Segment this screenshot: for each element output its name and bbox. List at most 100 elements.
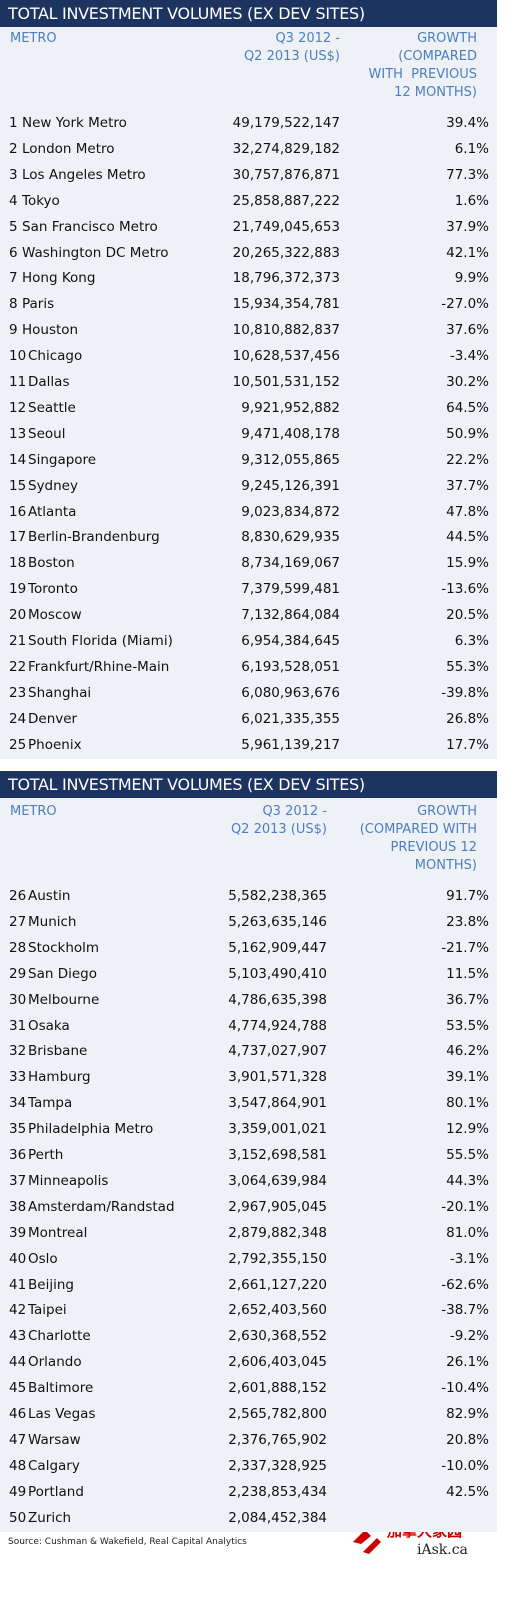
rank: 3 bbox=[9, 166, 18, 183]
volume: 2,238,853,434 bbox=[228, 1483, 327, 1500]
volume: 9,312,055,865 bbox=[241, 451, 340, 468]
rank: 16 bbox=[9, 503, 27, 520]
column-header: Q3 2012 - Q2 2013 (US$) bbox=[244, 30, 340, 66]
growth: 6.1% bbox=[454, 140, 489, 157]
rank: 1 bbox=[9, 115, 18, 131]
volume: 2,606,403,045 bbox=[228, 1354, 327, 1371]
volume: 10,628,537,456 bbox=[232, 348, 340, 365]
volume: 10,810,882,837 bbox=[232, 322, 340, 339]
growth: -10.4% bbox=[441, 1380, 489, 1397]
header-line: Q2 2013 (US$) bbox=[230, 822, 327, 837]
growth: 42.1% bbox=[446, 244, 489, 261]
growth: -3.4% bbox=[449, 348, 489, 365]
column-header: METRO bbox=[10, 30, 57, 48]
header-line: WITH PREVIOUS bbox=[368, 67, 477, 82]
volume: 3,152,698,581 bbox=[228, 1147, 327, 1163]
growth: 26.8% bbox=[446, 710, 489, 727]
header-line: Q2 2013 (US$) bbox=[243, 49, 340, 64]
volume: 2,376,765,902 bbox=[228, 1431, 327, 1448]
volume: 3,901,571,328 bbox=[228, 1069, 327, 1086]
rank: 6 bbox=[9, 244, 18, 261]
metro: Beijing bbox=[28, 1276, 74, 1293]
metro: Zurich bbox=[28, 1509, 72, 1526]
volume: 15,934,354,781 bbox=[232, 296, 340, 313]
rank: 2 bbox=[9, 140, 18, 157]
volume: 49,179,522,147 bbox=[232, 115, 340, 131]
rank: 17 bbox=[9, 529, 27, 546]
metro: Baltimore bbox=[28, 1380, 94, 1397]
volume: 2,652,403,560 bbox=[228, 1302, 327, 1319]
rank: 40 bbox=[9, 1250, 27, 1267]
rank: 46 bbox=[9, 1406, 27, 1422]
metro: Seattle bbox=[28, 399, 76, 416]
rank: 8 bbox=[9, 296, 18, 313]
header-line: METRO bbox=[10, 804, 57, 819]
rank: 45 bbox=[9, 1380, 27, 1397]
growth: -27.0% bbox=[441, 296, 489, 313]
volume: 2,601,888,152 bbox=[228, 1380, 327, 1397]
header-line: MONTHS) bbox=[414, 858, 477, 873]
growth: 80.1% bbox=[446, 1095, 489, 1112]
column-header: GROWTH (COMPARED WITH PREVIOUS 12 MONTHS) bbox=[360, 803, 477, 875]
metro: Boston bbox=[28, 555, 75, 572]
growth: 55.3% bbox=[446, 658, 489, 675]
rank: 19 bbox=[9, 581, 27, 598]
metro: Las Vegas bbox=[28, 1406, 96, 1422]
rank: 9 bbox=[9, 322, 18, 339]
metro: Hamburg bbox=[28, 1069, 91, 1086]
rank: 37 bbox=[9, 1172, 27, 1189]
volume: 9,921,952,882 bbox=[241, 399, 340, 416]
volume: 21,749,045,653 bbox=[232, 218, 340, 235]
metro: Paris bbox=[22, 296, 55, 313]
growth: 39.4% bbox=[446, 115, 489, 131]
rank: 50 bbox=[9, 1509, 27, 1526]
growth: 44.3% bbox=[446, 1172, 489, 1189]
rank: 18 bbox=[9, 555, 27, 572]
rank: 43 bbox=[9, 1328, 27, 1345]
rank: 28 bbox=[9, 939, 27, 956]
rank: 38 bbox=[9, 1198, 27, 1215]
metro: Portland bbox=[28, 1483, 84, 1500]
rank: 10 bbox=[9, 348, 27, 365]
metro: Orlando bbox=[28, 1354, 82, 1371]
rank: 34 bbox=[9, 1095, 27, 1112]
rank: 5 bbox=[9, 218, 18, 235]
volume: 4,786,635,398 bbox=[228, 991, 327, 1008]
growth: -21.7% bbox=[441, 939, 489, 956]
metro: Sydney bbox=[28, 477, 78, 494]
volume: 3,359,001,021 bbox=[228, 1121, 327, 1138]
volume: 3,547,864,901 bbox=[228, 1095, 327, 1112]
metro: Amsterdam/Randstad bbox=[28, 1198, 175, 1215]
growth: -9.2% bbox=[449, 1328, 489, 1345]
metro: London Metro bbox=[22, 140, 115, 157]
growth: -62.6% bbox=[441, 1276, 489, 1293]
metro: San Francisco Metro bbox=[22, 218, 158, 235]
growth: -20.1% bbox=[441, 1198, 489, 1215]
growth: 91.7% bbox=[446, 888, 489, 904]
volume: 3,064,639,984 bbox=[228, 1172, 327, 1189]
growth: 23.8% bbox=[446, 913, 489, 930]
volume: 32,274,829,182 bbox=[232, 140, 340, 157]
rank: 42 bbox=[9, 1302, 27, 1319]
metro: Munich bbox=[28, 913, 77, 930]
source: Source: Cushman & Wakefield, Real Capita… bbox=[8, 1537, 247, 1547]
metro: Montreal bbox=[28, 1224, 88, 1241]
volume: 4,737,027,907 bbox=[228, 1043, 327, 1060]
rank: 35 bbox=[9, 1121, 27, 1138]
volume: 8,830,629,935 bbox=[241, 529, 340, 546]
volume: 6,021,335,355 bbox=[241, 710, 340, 727]
growth: 37.7% bbox=[446, 477, 489, 494]
metro: San Diego bbox=[28, 965, 97, 982]
growth: 22.2% bbox=[446, 451, 489, 468]
rank: 29 bbox=[9, 965, 27, 982]
table-panel: TOTAL INVESTMENT VOLUMES (EX DEV SITES) M… bbox=[0, 771, 497, 1532]
rank: 15 bbox=[9, 477, 27, 494]
growth: -38.7% bbox=[441, 1302, 489, 1319]
volume: 9,245,126,391 bbox=[241, 477, 340, 494]
growth: 44.5% bbox=[446, 529, 489, 546]
table-title: TOTAL INVESTMENT VOLUMES (EX DEV SITES) bbox=[0, 0, 497, 27]
metro: South Florida (Miami) bbox=[28, 633, 173, 649]
growth: -10.0% bbox=[441, 1457, 489, 1474]
growth: 47.8% bbox=[446, 503, 489, 520]
volume: 18,796,372,373 bbox=[232, 270, 340, 287]
